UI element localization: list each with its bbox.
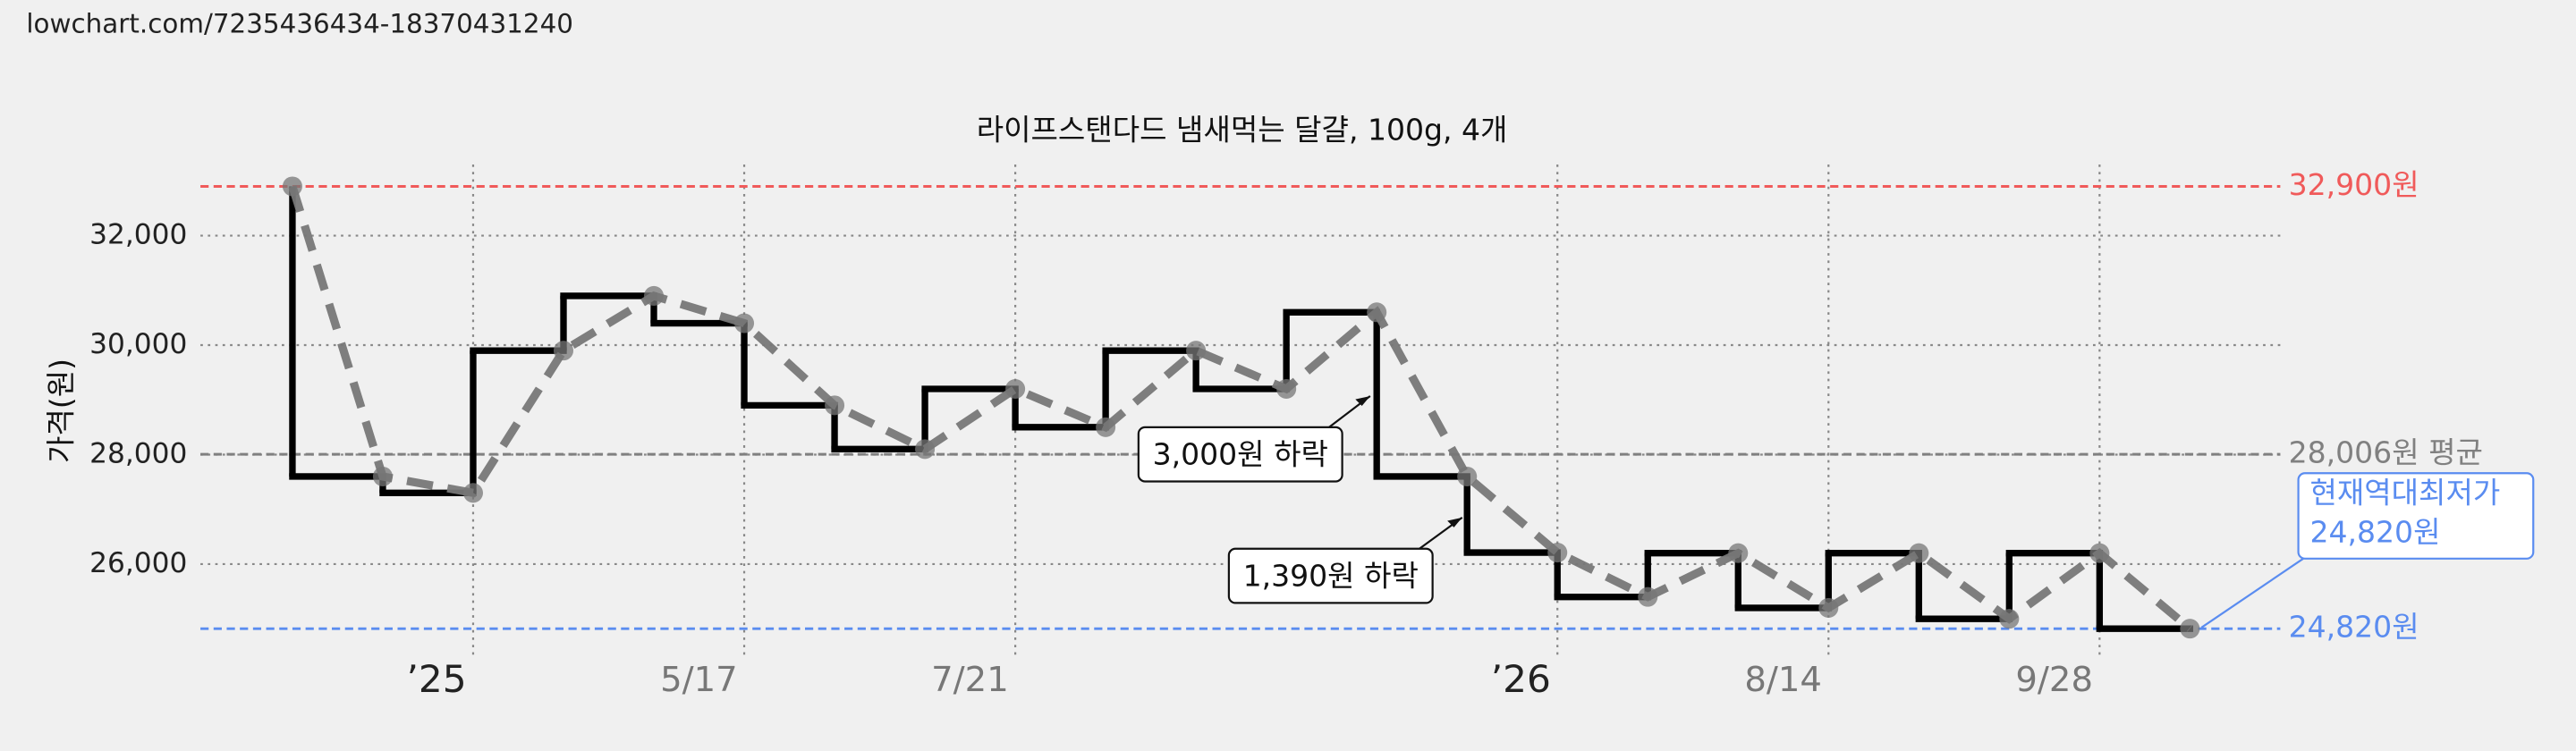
price-point — [1547, 543, 1568, 563]
price-line — [288, 185, 2193, 632]
x-tick-label: 5/17 — [660, 660, 738, 700]
x-tick-label: 7/21 — [931, 660, 1009, 700]
current-low-value: 24,820원 — [2309, 515, 2440, 550]
price-point — [644, 285, 665, 306]
reference-label: 24,820원 — [2289, 610, 2419, 645]
price-point — [1999, 609, 2020, 629]
arrow-head — [1447, 517, 1462, 527]
price-point — [2089, 543, 2110, 563]
annotation-text: 3,000원 하락 — [1153, 436, 1328, 471]
price-point — [1909, 543, 1929, 563]
y-tick-label: 26,000 — [89, 547, 187, 579]
price-point — [1096, 417, 1116, 437]
price-point — [1276, 378, 1297, 400]
annotation-box — [1137, 426, 1343, 483]
price-point — [1367, 302, 1387, 323]
price-point — [1728, 543, 1749, 563]
y-axis-label: 가격(원) — [43, 359, 78, 463]
reference-label: 32,900원 — [2289, 167, 2419, 202]
y-tick-label: 30,000 — [89, 328, 187, 360]
price-point — [282, 176, 302, 197]
page-url: lowchart.com/7235436434-18370431240 — [26, 8, 573, 38]
annotation-box — [1227, 547, 1434, 604]
price-point — [1005, 378, 1026, 400]
arrow-head — [1355, 395, 1370, 406]
x-tick-label: 9/28 — [2015, 660, 2093, 700]
price-point — [1186, 341, 1207, 361]
annotation-box — [2297, 472, 2535, 560]
price-point — [2180, 619, 2200, 639]
x-tick-label: 8/14 — [1744, 660, 1822, 700]
price-point — [1818, 597, 1839, 618]
x-tick-label: ’26 — [1491, 657, 1551, 701]
annotation-text: 1,390원 하락 — [1243, 558, 1419, 593]
x-tick-label: ’25 — [406, 657, 466, 701]
y-tick-label: 28,000 — [89, 437, 187, 469]
price-point — [462, 483, 483, 503]
price-point — [553, 341, 574, 361]
current-low-title: 현재역대최저가 — [2309, 476, 2500, 511]
price-point — [372, 466, 393, 486]
price-point — [1457, 466, 1478, 486]
y-tick-label: 32,000 — [89, 219, 187, 251]
price-point — [915, 439, 936, 460]
annotation-arrow — [2200, 557, 2304, 629]
price-point — [734, 313, 755, 333]
reference-label: 28,006원 평균 — [2289, 435, 2483, 470]
chart-title: 라이프스탠다드 냄새먹는 달걀, 100g, 4개 — [977, 113, 1508, 148]
price-point — [825, 395, 845, 416]
price-point — [1638, 586, 1658, 607]
